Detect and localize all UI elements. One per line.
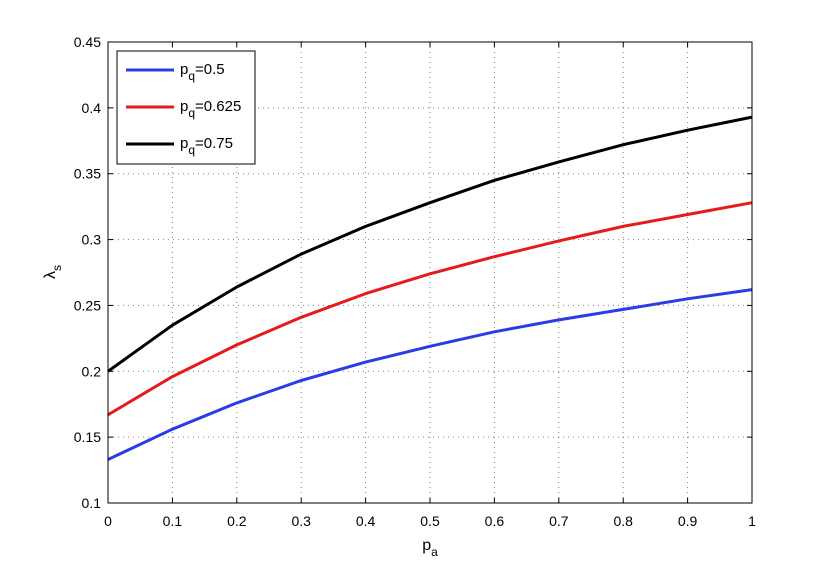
x-tick-label: 0.8 [613, 513, 633, 529]
y-axis-label-main: λ [42, 271, 59, 279]
legend-entry: pq=0.625 [126, 98, 241, 120]
series-line [107, 115, 753, 373]
x-tick-label: 0.5 [420, 513, 440, 529]
x-tick-label: 0.6 [485, 513, 505, 529]
y-tick-label: 0.2 [82, 363, 102, 379]
x-axis-label: pa [422, 537, 438, 559]
y-tick-label: 0.3 [82, 232, 102, 248]
x-tick-label: 0.9 [678, 513, 698, 529]
x-tick-label: 0.2 [227, 513, 247, 529]
y-tick-label: 0.35 [74, 166, 101, 182]
y-axis-label: λs [42, 265, 64, 279]
y-tick-label: 0.45 [74, 34, 101, 50]
x-tick-label: 1 [748, 513, 756, 529]
y-tick-label: 0.15 [74, 429, 101, 445]
legend-label-sub: q [188, 143, 195, 157]
x-tick-label: 0.7 [549, 513, 569, 529]
legend-label-sub: q [188, 106, 195, 120]
legend-label-main: p [180, 98, 188, 115]
y-tick-label: 0.1 [82, 495, 102, 511]
legend-label-rest: =0.5 [195, 61, 225, 78]
series-line [107, 288, 753, 461]
legend-label: pq=0.75 [180, 135, 233, 157]
legend-entry: pq=0.5 [126, 61, 225, 83]
legend-label: pq=0.625 [180, 98, 241, 120]
x-tick-label: 0.3 [291, 513, 311, 529]
axis-ticks [107, 41, 753, 504]
y-tick-labels: 0.1 0.15 0.2 0.25 0.3 0.35 0.4 0.45 [74, 34, 101, 511]
legend-entry: pq=0.75 [126, 135, 233, 157]
legend: pq=0.5 pq=0.625 pq=0.75 [116, 50, 256, 165]
x-axis-label-sub: a [431, 545, 438, 559]
y-axis-label-sub: s [50, 265, 64, 271]
series-line [107, 201, 753, 417]
legend-label-rest: =0.75 [195, 135, 233, 152]
legend-label-main: p [180, 135, 188, 152]
x-axis-label-main: p [422, 537, 431, 554]
legend-label: pq=0.5 [180, 61, 225, 83]
y-tick-label: 0.25 [74, 297, 101, 313]
legend-label-sub: q [188, 69, 195, 83]
series-lines [107, 115, 753, 461]
x-tick-label: 0.4 [356, 513, 376, 529]
x-tick-labels: 0 0.1 0.2 0.3 0.4 0.5 0.6 0.7 0.8 0.9 1 [104, 513, 756, 529]
y-tick-label: 0.4 [82, 100, 102, 116]
x-tick-label: 0 [104, 513, 112, 529]
x-tick-label: 0.1 [163, 513, 183, 529]
legend-label-rest: =0.625 [195, 98, 241, 115]
legend-label-main: p [180, 61, 188, 78]
